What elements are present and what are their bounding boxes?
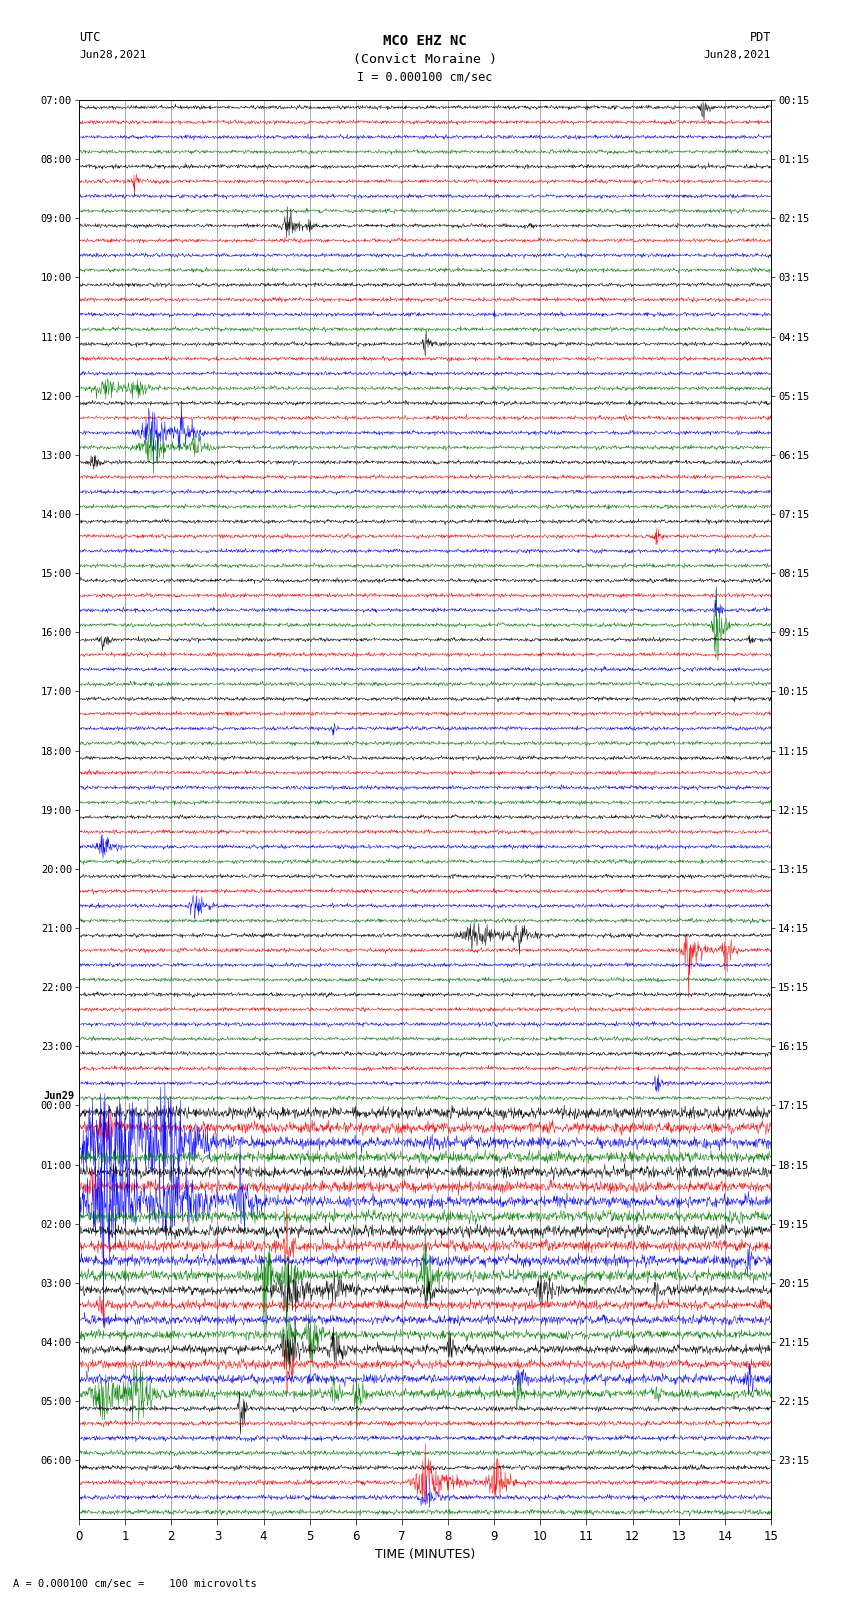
Text: Jun28,2021: Jun28,2021 (79, 50, 146, 60)
Text: Jun28,2021: Jun28,2021 (704, 50, 771, 60)
Text: Jun29: Jun29 (43, 1090, 75, 1100)
Text: I = 0.000100 cm/sec: I = 0.000100 cm/sec (357, 71, 493, 84)
X-axis label: TIME (MINUTES): TIME (MINUTES) (375, 1548, 475, 1561)
Text: UTC: UTC (79, 31, 100, 44)
Text: PDT: PDT (750, 31, 771, 44)
Text: (Convict Moraine ): (Convict Moraine ) (353, 53, 497, 66)
Text: MCO EHZ NC: MCO EHZ NC (383, 34, 467, 48)
Text: A = 0.000100 cm/sec =    100 microvolts: A = 0.000100 cm/sec = 100 microvolts (13, 1579, 257, 1589)
